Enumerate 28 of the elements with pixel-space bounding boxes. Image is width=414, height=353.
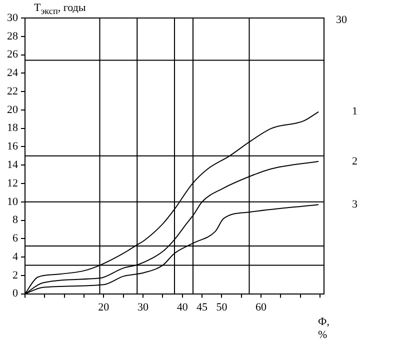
text: 3 <box>352 198 358 211</box>
y-tick-label: 0 <box>12 288 18 300</box>
y-tick-label: 28 <box>7 30 18 42</box>
y-tick-label: 30 <box>7 12 18 24</box>
x-axis-title: Ф, % <box>318 316 330 342</box>
x-tick-label: 60 <box>256 301 268 314</box>
y-tick-label: 16 <box>7 140 18 153</box>
y-tick-label: 6 <box>12 232 18 245</box>
y-tick-label: 20 <box>7 104 18 116</box>
y-tick-label: 26 <box>7 48 18 61</box>
x-tick-label: 30 <box>138 301 150 314</box>
text: 1 <box>352 106 358 118</box>
y-tick-label: 12 <box>7 177 18 190</box>
text: 2 <box>352 155 358 168</box>
y-tick-label: 24 <box>7 67 18 80</box>
y-tick-label: 8 <box>12 214 18 226</box>
x-tick-label: 45 <box>196 301 208 314</box>
y-tick-label: 4 <box>12 250 18 263</box>
x-tick-label: 20 <box>98 301 110 314</box>
text: 30 <box>336 14 348 26</box>
x-tick-label: 40 <box>176 301 188 314</box>
y-tick-label: 14 <box>7 158 18 171</box>
y-axis-title: T$_{эксп}$, годы <box>34 2 86 16</box>
y-tick-label: 22 <box>7 85 18 98</box>
y-tick-label: 10 <box>7 196 18 208</box>
x-tick-label: 50 <box>216 301 228 314</box>
y-tick-label: 18 <box>7 122 18 134</box>
y-tick-label: 2 <box>12 269 18 282</box>
